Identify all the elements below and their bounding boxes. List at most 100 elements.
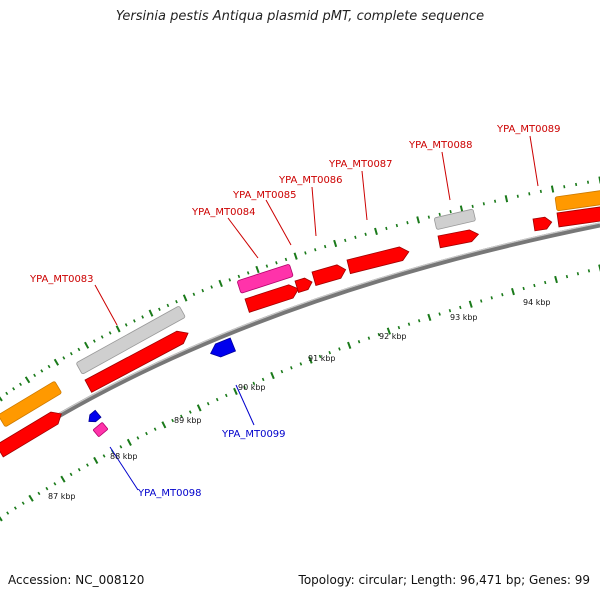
tick-mark [328, 350, 331, 355]
tick-mark [47, 364, 51, 369]
feature-pseudo-1 [76, 306, 186, 375]
feature-orange-right [554, 189, 600, 212]
tick-mark [490, 296, 493, 300]
tick-mark [141, 315, 145, 319]
tick-mark [252, 381, 256, 386]
tick-mark [215, 397, 219, 402]
tick-mark [576, 272, 580, 276]
tick-mark [246, 271, 250, 275]
tick-mark [148, 309, 154, 317]
tick-label-91kbp: 91 kbp [308, 354, 336, 363]
tick-mark [153, 427, 157, 431]
tick-mark [182, 294, 188, 302]
tick-mark [323, 244, 327, 249]
tick-mark [417, 319, 421, 323]
tick-mark [347, 341, 352, 349]
tick-mark [528, 192, 531, 196]
tick-mark [586, 180, 590, 184]
cds-forward-0087 [346, 246, 410, 275]
tick-mark [136, 436, 140, 440]
tick-mark [69, 351, 73, 356]
tick-mark [93, 456, 99, 465]
tick-mark [482, 202, 485, 206]
tick-mark [386, 327, 391, 335]
tick-mark [175, 300, 178, 304]
tick-mark [119, 445, 123, 449]
tick-mark [367, 336, 371, 340]
tick-mark [407, 322, 411, 326]
tick-mark [92, 339, 96, 343]
tick-mark [192, 292, 196, 296]
tick-label-94kbp: 94 kbp [523, 298, 551, 307]
tick-mark [427, 313, 432, 322]
tick-mark [563, 185, 566, 189]
tick-mark [468, 300, 473, 308]
tick-mark [416, 216, 420, 224]
tick-mark [544, 280, 547, 285]
tick-mark [53, 358, 60, 366]
tick-mark [21, 501, 25, 505]
tick-mark [344, 238, 347, 243]
tick-mark [314, 248, 317, 252]
cds-reverse-0099 [210, 337, 237, 358]
tick-mark [598, 264, 600, 272]
tick-mark [228, 278, 232, 282]
tick-mark [308, 356, 313, 364]
tick-mark [224, 393, 228, 398]
tick-mark [438, 312, 441, 316]
map-title: Yersinia pestis Antiqua plasmid pMT, com… [115, 9, 485, 24]
gene-label-0098: YPA_MT0098 [137, 488, 202, 499]
inner-tick-ring [0, 264, 600, 522]
tick-mark [354, 235, 357, 240]
gene-label-0089: YPA_MT0089 [496, 124, 561, 135]
tick-label-87kbp: 87 kbp [48, 492, 76, 501]
tick-mark [539, 189, 542, 194]
tick-mark [12, 387, 16, 391]
tick-mark [24, 376, 31, 384]
tick-mark [13, 506, 17, 510]
gene-label-0088: YPA_MT0088 [408, 140, 473, 151]
cds-forward-0088 [437, 229, 480, 249]
tick-mark [449, 210, 452, 214]
gene-label-0087: YPA_MT0087 [328, 159, 393, 170]
tick-mark [501, 293, 504, 297]
tick-mark [86, 463, 89, 467]
tick-mark [188, 410, 192, 414]
tick-mark [115, 325, 121, 333]
outer-tick-ring [0, 176, 600, 402]
tick-mark [448, 309, 452, 313]
tick-mark [206, 401, 210, 406]
tick-mark [275, 261, 278, 265]
tick-mark [397, 325, 401, 330]
tick-mark [126, 438, 132, 446]
tick-mark [84, 341, 90, 349]
tick-mark [233, 387, 238, 396]
feature-orange-left [0, 381, 62, 427]
feature-hypothetical-1 [237, 264, 294, 294]
tick-mark [459, 305, 462, 310]
tick-mark [471, 204, 474, 209]
tick-mark [293, 252, 298, 260]
tick-mark [133, 319, 136, 323]
tick-mark [385, 226, 388, 231]
plasmid-backbone [0, 222, 600, 455]
tick-mark [145, 431, 148, 436]
tick-mark [243, 385, 246, 390]
gene-label-0099: YPA_MT0099 [221, 429, 286, 440]
cds-forward-0085 [294, 277, 313, 293]
tick-mark [28, 494, 34, 502]
cds-forward-right [556, 205, 600, 228]
tick-mark [45, 486, 49, 491]
tick-mark [201, 288, 205, 293]
tick-mark [304, 251, 307, 255]
tick-mark [218, 279, 223, 288]
tick-mark [166, 303, 170, 308]
tick-mark [406, 221, 409, 225]
tick-mark [290, 366, 293, 370]
tick-mark [171, 418, 175, 423]
tick-mark [40, 369, 44, 373]
cds-forward-left-1 [0, 411, 62, 458]
accession-text: Accession: NC_008120 [8, 573, 145, 587]
tick-mark [427, 215, 431, 219]
